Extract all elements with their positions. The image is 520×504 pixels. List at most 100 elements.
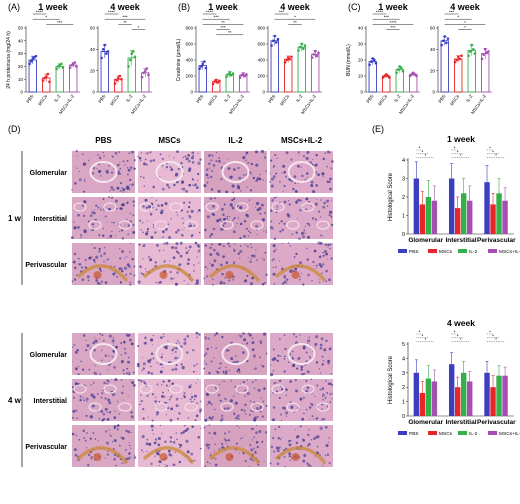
cell-nucleus (133, 265, 136, 268)
cell-nucleus (283, 274, 287, 278)
cell-nucleus (294, 428, 296, 431)
cell-nucleus (122, 340, 126, 344)
significance-label: * (454, 146, 456, 151)
cell-nucleus (118, 413, 121, 415)
cell-nucleus (321, 235, 323, 237)
cell-nucleus (121, 436, 125, 440)
cell-nucleus (114, 345, 118, 349)
tissue-background (204, 333, 267, 375)
cell-nucleus (230, 357, 234, 360)
cell-nucleus (259, 405, 263, 410)
data-point (48, 80, 51, 84)
cell-nucleus (283, 355, 286, 358)
cell-nucleus (225, 366, 227, 369)
cell-nucleus (302, 439, 306, 442)
bar (496, 375, 502, 416)
data-point (245, 73, 248, 76)
cell-nucleus (146, 152, 149, 155)
cell-nucleus (308, 429, 310, 431)
cell-nucleus (104, 397, 107, 400)
y-axis-label: BUN (mmol/L) (346, 44, 352, 76)
cell-nucleus (259, 173, 261, 176)
cell-nucleus (107, 207, 111, 211)
cell-nucleus (98, 250, 101, 253)
cell-nucleus (170, 246, 174, 249)
tubule (88, 402, 102, 412)
histology-row-label: Perivascular (25, 262, 67, 269)
hemorrhage (291, 271, 300, 279)
cell-nucleus (192, 155, 195, 157)
cell-nucleus (265, 404, 268, 407)
cell-nucleus (214, 463, 218, 467)
cell-nucleus (152, 159, 155, 162)
cell-nucleus (123, 399, 125, 401)
cell-nucleus (195, 414, 199, 418)
cell-nucleus (213, 357, 215, 359)
cell-nucleus (239, 250, 243, 253)
data-point (133, 55, 137, 59)
cell-nucleus (312, 260, 315, 264)
cell-nucleus (233, 217, 236, 220)
cell-nucleus (117, 170, 120, 173)
cell-nucleus (170, 277, 173, 280)
cell-nucleus (319, 234, 322, 236)
cell-nucleus (108, 380, 110, 383)
cell-nucleus (175, 342, 178, 345)
cell-nucleus (288, 443, 292, 447)
histology-row-label: Perivascular (25, 444, 67, 451)
cell-nucleus (158, 401, 161, 403)
cell-nucleus (137, 155, 140, 158)
cell-nucleus (178, 412, 181, 415)
significance-label: * (454, 330, 456, 335)
data-point (286, 56, 290, 59)
blood-vessel (274, 264, 327, 283)
cell-nucleus (119, 248, 121, 250)
cell-nucleus (72, 361, 74, 363)
cell-nucleus (242, 452, 245, 455)
cell-nucleus (228, 158, 230, 160)
cell-nucleus (329, 247, 331, 250)
cell-nucleus (160, 355, 163, 359)
y-tick-label: 0 (402, 232, 405, 238)
cell-nucleus (322, 359, 325, 362)
cell-nucleus (309, 465, 312, 468)
cell-nucleus (278, 379, 282, 382)
significance-label: * (421, 333, 423, 338)
cell-nucleus (193, 269, 195, 271)
cell-nucleus (108, 411, 112, 414)
cell-nucleus (271, 259, 274, 262)
cell-nucleus (106, 379, 109, 382)
data-point (303, 44, 307, 47)
cell-nucleus (97, 206, 100, 209)
tissue-background (204, 151, 267, 193)
cell-nucleus (204, 465, 207, 467)
cell-nucleus (208, 154, 211, 157)
cell-nucleus (247, 230, 250, 233)
x-tick-label: IL-2 (53, 93, 62, 103)
cell-nucleus (302, 155, 306, 158)
cell-nucleus (242, 156, 246, 160)
cell-nucleus (193, 364, 196, 367)
y-tick-label: 1 (402, 214, 405, 220)
cell-nucleus (196, 179, 199, 182)
cell-nucleus (319, 388, 322, 391)
cell-nucleus (187, 153, 191, 157)
y-tick-label: 200 (257, 74, 265, 79)
cell-nucleus (307, 442, 311, 446)
cell-nucleus (104, 215, 107, 218)
cell-nucleus (90, 456, 93, 459)
cell-nucleus (320, 272, 323, 275)
cell-nucleus (178, 460, 182, 464)
cell-nucleus (74, 453, 78, 457)
cell-nucleus (205, 338, 207, 340)
cell-nucleus (141, 369, 143, 371)
cell-nucleus (321, 172, 325, 176)
cell-nucleus (211, 438, 213, 440)
cell-nucleus (261, 440, 264, 443)
cell-nucleus (294, 182, 297, 185)
tissue-background (72, 151, 135, 193)
cell-nucleus (110, 171, 114, 174)
significance-label: ** (221, 20, 225, 25)
cell-nucleus (273, 237, 277, 241)
cell-nucleus (102, 339, 105, 342)
